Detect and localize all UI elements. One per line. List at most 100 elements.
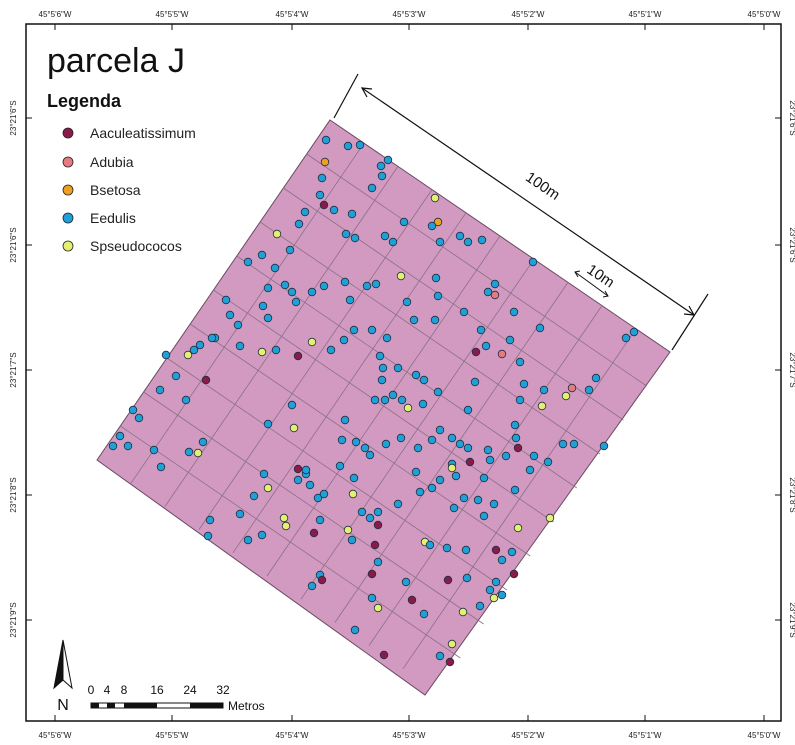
tree-point [558, 439, 568, 449]
tree-point [258, 301, 268, 311]
scale-tick: 32 [216, 683, 230, 697]
tree-point [569, 439, 579, 449]
tree-point [263, 483, 273, 493]
top-longitude-labels: 45°5'6"W 45°5'5"W 45°5'4"W 45°5'3"W 45°5… [39, 10, 781, 19]
tree-point [360, 443, 370, 453]
tree-point [435, 475, 445, 485]
tree-point [134, 413, 144, 423]
lon-label-top: 45°5'4"W [276, 10, 309, 19]
lat-label-left: 23°21'8"S [9, 477, 18, 512]
tree-point [519, 379, 529, 389]
tree-point [473, 495, 483, 505]
tree-point [490, 290, 500, 300]
tree-point [433, 387, 443, 397]
tree-point [271, 345, 281, 355]
tree-point [289, 423, 299, 433]
legend-swatch [62, 184, 74, 196]
tree-point [413, 443, 423, 453]
tree-point [367, 569, 377, 579]
lat-label-right: 23°21'7"S [788, 352, 795, 387]
tree-point [355, 140, 365, 150]
tree-point [195, 340, 205, 350]
dimension-100m [333, 73, 709, 351]
tree-point [329, 205, 339, 215]
tree-point [411, 370, 421, 380]
tree-point [396, 433, 406, 443]
tree-point [294, 219, 304, 229]
frame-ticks [26, 24, 781, 721]
tree-point [462, 573, 472, 583]
tree-point [315, 190, 325, 200]
tree-point [507, 547, 517, 557]
tree-point [545, 513, 555, 523]
tree-point [382, 333, 392, 343]
tree-point [203, 531, 213, 541]
tree-point [621, 333, 631, 343]
legend-label: Spseudococos [90, 238, 182, 254]
lat-label-left: 23°21'6"S [9, 227, 18, 262]
tree-point [365, 450, 375, 460]
tree-point [293, 351, 303, 361]
tree-point [315, 515, 325, 525]
legend-swatch [62, 240, 74, 252]
tree-point [319, 489, 329, 499]
tree-point [470, 377, 480, 387]
tree-point [340, 415, 350, 425]
tree-point [451, 471, 461, 481]
tree-point [393, 499, 403, 509]
tree-point [293, 475, 303, 485]
tree-point [285, 245, 295, 255]
legend-swatch [62, 127, 74, 139]
legend-item: Bsetosa [62, 182, 141, 198]
tree-point [455, 439, 465, 449]
tree-point [515, 395, 525, 405]
scale-bar [90, 702, 224, 709]
lat-label-left: 23°21'6"S [9, 100, 18, 135]
tree-point [497, 590, 507, 600]
tree-point [373, 520, 383, 530]
tree-point [435, 651, 445, 661]
tree-point [584, 385, 594, 395]
tree-point [362, 281, 372, 291]
lon-label-bottom: 45°5'0"W [748, 731, 781, 740]
lon-label-top: 45°5'1"W [629, 10, 662, 19]
tree-point [465, 457, 475, 467]
tree-point [189, 345, 199, 355]
tree-point [257, 250, 267, 260]
tree-point [155, 385, 165, 395]
tree-point [490, 279, 500, 289]
tree-point [350, 233, 360, 243]
tree-point [447, 463, 457, 473]
tree-point [221, 295, 231, 305]
lon-label-bottom: 45°5'4"W [276, 731, 309, 740]
tree-point [433, 217, 443, 227]
tree-point [430, 193, 440, 203]
tree-point [320, 157, 330, 167]
tree-point [409, 315, 419, 325]
tree-point [272, 229, 282, 239]
tree-point [345, 295, 355, 305]
tree-point [529, 451, 539, 461]
scale-tick: 0 [88, 683, 95, 697]
tree-point [348, 489, 358, 499]
tree-point [442, 543, 452, 553]
tree-point [317, 173, 327, 183]
tree-point [377, 171, 387, 181]
tree-point [485, 585, 495, 595]
tree-point [509, 307, 519, 317]
tree-point [537, 401, 547, 411]
tree-point [161, 350, 171, 360]
tree-point [301, 465, 311, 475]
tree-point [407, 595, 417, 605]
tree-point [198, 437, 208, 447]
tree-point [435, 425, 445, 435]
tree-point [373, 557, 383, 567]
tree-point [181, 395, 191, 405]
tree-point [259, 469, 269, 479]
tree-point [525, 465, 535, 475]
tree-point [455, 231, 465, 241]
tree-point [505, 335, 515, 345]
lon-label-bottom: 45°5'3"W [393, 731, 426, 740]
tree-point [184, 447, 194, 457]
tree-point [396, 271, 406, 281]
